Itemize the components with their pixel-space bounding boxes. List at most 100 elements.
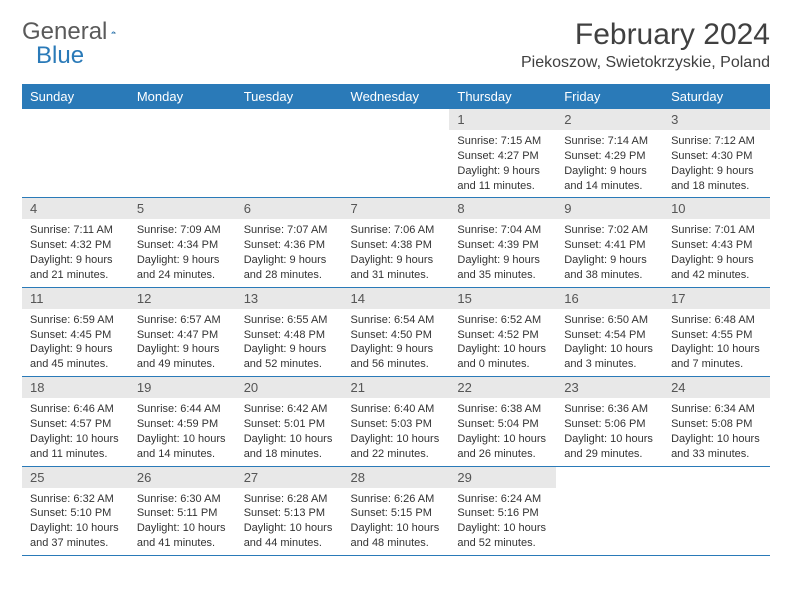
daylight-text-1: Daylight: 10 hours [351,521,442,536]
sunset-text: Sunset: 4:32 PM [30,238,121,253]
calendar-week-row: 18 Sunrise: 6:46 AMSunset: 4:57 PM Dayligh… [22,377,770,466]
daylight-text-2: and 21 minutes. [30,268,121,283]
sunrise-text: Sunrise: 7:11 AM [30,223,121,238]
sunrise-text: Sunrise: 6:57 AM [137,313,228,328]
daylight-text-1: Daylight: 9 hours [244,253,335,268]
calendar-day-cell [236,109,343,198]
day-data: Sunrise: 6:42 AMSunset: 5:01 PMDaylight:… [236,398,343,465]
calendar-day-cell: 27Sunrise: 6:28 AMSunset: 5:13 PMDayligh… [236,466,343,555]
day-number: 21 [343,377,450,398]
day-number: 15 [449,288,556,309]
calendar-day-cell [663,466,770,555]
calendar-day-cell: 11Sunrise: 6:59 AMSunset: 4:45 PMDayligh… [22,287,129,376]
day-data: Sunrise: 6:32 AMSunset: 5:10 PMDaylight:… [22,488,129,555]
calendar-day-cell: 2Sunrise: 7:14 AMSunset: 4:29 PMDaylight… [556,109,663,198]
calendar-day-cell: 26Sunrise: 6:30 AMSunset: 5:11 PMDayligh… [129,466,236,555]
daylight-text-1: Daylight: 10 hours [671,342,762,357]
sunset-text: Sunset: 4:57 PM [30,417,121,432]
calendar-day-cell: 9Sunrise: 7:02 AMSunset: 4:41 PMDaylight… [556,198,663,287]
calendar-day-cell: 12Sunrise: 6:57 AMSunset: 4:47 PMDayligh… [129,287,236,376]
daylight-text-1: Daylight: 9 hours [351,342,442,357]
calendar-day-cell [343,109,450,198]
day-data: Sunrise: 6:55 AMSunset: 4:48 PMDaylight:… [236,309,343,376]
day-data: Sunrise: 6:40 AMSunset: 5:03 PMDaylight:… [343,398,450,465]
day-data: Sunrise: 6:36 AMSunset: 5:06 PMDaylight:… [556,398,663,465]
day-data: Sunrise: 7:06 AMSunset: 4:38 PMDaylight:… [343,219,450,286]
sunrise-text: Sunrise: 7:15 AM [457,134,548,149]
daylight-text-2: and 48 minutes. [351,536,442,551]
calendar-day-cell: 8Sunrise: 7:04 AMSunset: 4:39 PMDaylight… [449,198,556,287]
daylight-text-2: and 7 minutes. [671,357,762,372]
daylight-text-2: and 41 minutes. [137,536,228,551]
daylight-text-2: and 56 minutes. [351,357,442,372]
day-number: 8 [449,198,556,219]
day-number: 13 [236,288,343,309]
sunset-text: Sunset: 4:48 PM [244,328,335,343]
calendar-day-cell: 18Sunrise: 6:46 AMSunset: 4:57 PMDayligh… [22,377,129,466]
calendar-week-row: 1Sunrise: 7:15 AMSunset: 4:27 PMDaylight… [22,109,770,198]
day-number: 2 [556,109,663,130]
calendar-day-cell: 20Sunrise: 6:42 AMSunset: 5:01 PMDayligh… [236,377,343,466]
sunrise-text: Sunrise: 7:07 AM [244,223,335,238]
daylight-text-2: and 28 minutes. [244,268,335,283]
calendar-table: Sunday Monday Tuesday Wednesday Thursday… [22,84,770,556]
day-data: Sunrise: 7:11 AMSunset: 4:32 PMDaylight:… [22,219,129,286]
calendar-day-cell: 7Sunrise: 7:06 AMSunset: 4:38 PMDaylight… [343,198,450,287]
sunrise-text: Sunrise: 6:55 AM [244,313,335,328]
sunset-text: Sunset: 5:08 PM [671,417,762,432]
daylight-text-1: Daylight: 9 hours [30,253,121,268]
day-data: Sunrise: 7:04 AMSunset: 4:39 PMDaylight:… [449,219,556,286]
day-data: Sunrise: 6:54 AMSunset: 4:50 PMDaylight:… [343,309,450,376]
day-number: 22 [449,377,556,398]
day-number: 20 [236,377,343,398]
calendar-day-cell: 16Sunrise: 6:50 AMSunset: 4:54 PMDayligh… [556,287,663,376]
day-number: 9 [556,198,663,219]
day-number: 25 [22,467,129,488]
day-number: 24 [663,377,770,398]
calendar-day-cell [129,109,236,198]
sunrise-text: Sunrise: 6:24 AM [457,492,548,507]
daylight-text-2: and 38 minutes. [564,268,655,283]
weekday-header: Friday [556,84,663,109]
daylight-text-2: and 45 minutes. [30,357,121,372]
daylight-text-1: Daylight: 10 hours [457,521,548,536]
day-data: Sunrise: 6:57 AMSunset: 4:47 PMDaylight:… [129,309,236,376]
daylight-text-1: Daylight: 9 hours [30,342,121,357]
sunrise-text: Sunrise: 7:02 AM [564,223,655,238]
daylight-text-1: Daylight: 9 hours [244,342,335,357]
sunset-text: Sunset: 4:43 PM [671,238,762,253]
header: General February 2024 Piekoszow, Swietok… [22,18,770,72]
daylight-text-2: and 11 minutes. [457,179,548,194]
sunset-text: Sunset: 5:15 PM [351,506,442,521]
daylight-text-2: and 11 minutes. [30,447,121,462]
weekday-header: Sunday [22,84,129,109]
sunrise-text: Sunrise: 6:40 AM [351,402,442,417]
daylight-text-1: Daylight: 10 hours [351,432,442,447]
weekday-header: Wednesday [343,84,450,109]
sunrise-text: Sunrise: 7:06 AM [351,223,442,238]
day-data: Sunrise: 6:24 AMSunset: 5:16 PMDaylight:… [449,488,556,555]
calendar-day-cell: 24Sunrise: 6:34 AMSunset: 5:08 PMDayligh… [663,377,770,466]
calendar-week-row: 4Sunrise: 7:11 AMSunset: 4:32 PMDaylight… [22,198,770,287]
calendar-day-cell: 21Sunrise: 6:40 AMSunset: 5:03 PMDayligh… [343,377,450,466]
day-data: Sunrise: 7:14 AMSunset: 4:29 PMDaylight:… [556,130,663,197]
day-number: 3 [663,109,770,130]
sunrise-text: Sunrise: 7:04 AM [457,223,548,238]
daylight-text-2: and 22 minutes. [351,447,442,462]
sunset-text: Sunset: 5:03 PM [351,417,442,432]
sunrise-text: Sunrise: 6:48 AM [671,313,762,328]
day-number: 11 [22,288,129,309]
day-data: Sunrise: 6:28 AMSunset: 5:13 PMDaylight:… [236,488,343,555]
sunset-text: Sunset: 4:59 PM [137,417,228,432]
day-number: 26 [129,467,236,488]
daylight-text-2: and 24 minutes. [137,268,228,283]
sunset-text: Sunset: 4:27 PM [457,149,548,164]
day-number: 18 [22,377,129,398]
daylight-text-1: Daylight: 10 hours [457,342,548,357]
calendar-day-cell [556,466,663,555]
sunrise-text: Sunrise: 6:46 AM [30,402,121,417]
sunset-text: Sunset: 5:10 PM [30,506,121,521]
daylight-text-1: Daylight: 10 hours [244,432,335,447]
day-number: 16 [556,288,663,309]
daylight-text-1: Daylight: 9 hours [564,253,655,268]
